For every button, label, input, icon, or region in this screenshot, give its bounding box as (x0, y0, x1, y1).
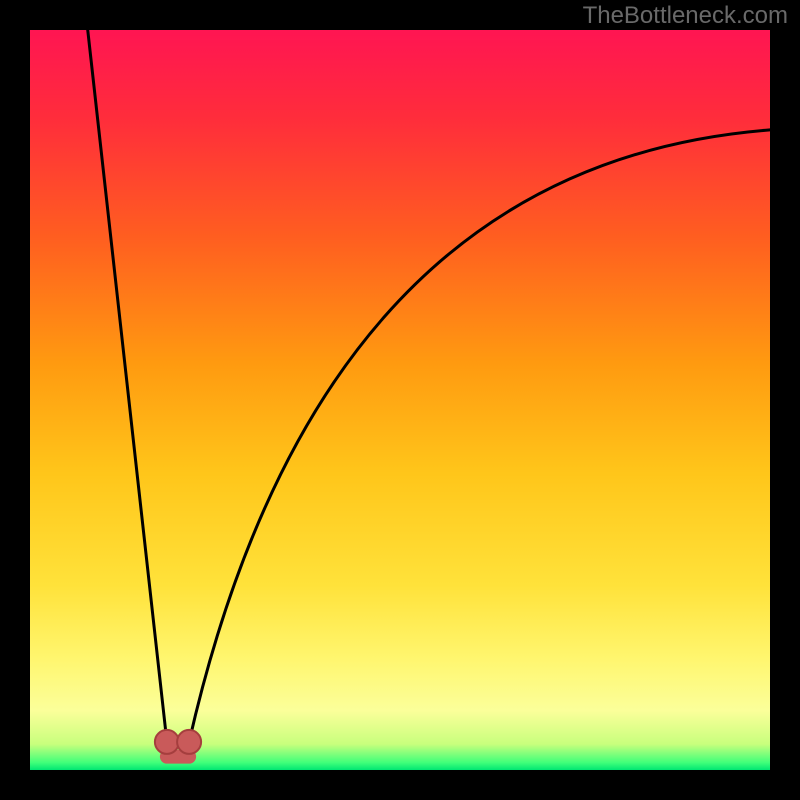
notch-marker-0 (155, 730, 179, 754)
curve-layer (30, 30, 770, 770)
plot-area (30, 30, 770, 770)
bottleneck-curve (88, 30, 770, 755)
notch-marker-1 (177, 730, 201, 754)
chart-canvas: TheBottleneck.com (0, 0, 800, 800)
watermark-text: TheBottleneck.com (583, 2, 788, 30)
